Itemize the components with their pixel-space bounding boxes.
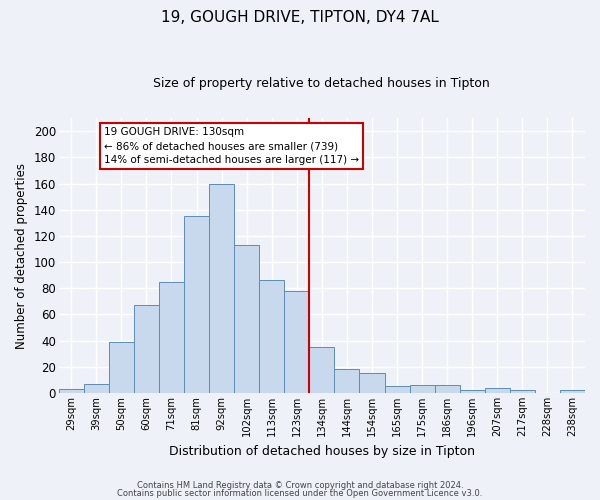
Bar <box>109 342 134 393</box>
Bar <box>84 384 109 393</box>
Bar <box>510 390 535 393</box>
Bar <box>434 385 460 393</box>
Text: Contains HM Land Registry data © Crown copyright and database right 2024.: Contains HM Land Registry data © Crown c… <box>137 481 463 490</box>
Bar <box>334 370 359 393</box>
Bar <box>560 390 585 393</box>
Y-axis label: Number of detached properties: Number of detached properties <box>15 162 28 348</box>
Bar <box>385 386 410 393</box>
Bar <box>310 347 334 393</box>
Bar <box>134 306 159 393</box>
Bar <box>460 390 485 393</box>
Text: 19 GOUGH DRIVE: 130sqm
← 86% of detached houses are smaller (739)
14% of semi-de: 19 GOUGH DRIVE: 130sqm ← 86% of detached… <box>104 127 359 165</box>
Bar <box>159 282 184 393</box>
Bar <box>184 216 209 393</box>
Bar <box>234 245 259 393</box>
Bar <box>209 184 234 393</box>
Bar <box>485 388 510 393</box>
Title: Size of property relative to detached houses in Tipton: Size of property relative to detached ho… <box>154 78 490 90</box>
Bar <box>410 385 434 393</box>
Text: Contains public sector information licensed under the Open Government Licence v3: Contains public sector information licen… <box>118 488 482 498</box>
Bar <box>359 374 385 393</box>
X-axis label: Distribution of detached houses by size in Tipton: Distribution of detached houses by size … <box>169 444 475 458</box>
Text: 19, GOUGH DRIVE, TIPTON, DY4 7AL: 19, GOUGH DRIVE, TIPTON, DY4 7AL <box>161 10 439 25</box>
Bar <box>284 291 310 393</box>
Bar <box>259 280 284 393</box>
Bar <box>59 389 84 393</box>
